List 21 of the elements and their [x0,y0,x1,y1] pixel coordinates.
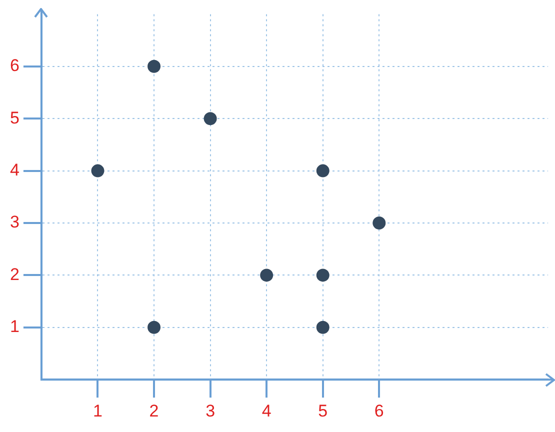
y-tick-label: 2 [10,264,20,284]
point [316,164,330,178]
x-tick-label: 2 [149,401,159,420]
point [204,112,217,126]
x-tick-label: 6 [374,401,384,420]
point [260,268,274,282]
point [148,320,161,334]
x-tick-label: 3 [206,401,216,420]
point [316,320,330,334]
point [91,164,104,178]
point [316,268,330,282]
point [148,60,161,73]
y-tick-label: 5 [10,108,20,128]
point [372,216,386,230]
y-tick-label: 4 [10,160,20,180]
x-tick-label: 5 [318,401,328,420]
y-tick-label: 3 [10,212,20,232]
y-tick-label: 6 [10,56,20,76]
x-tick-label: 4 [262,401,272,420]
y-tick-label: 1 [10,317,20,336]
x-tick-label: 1 [93,401,102,420]
